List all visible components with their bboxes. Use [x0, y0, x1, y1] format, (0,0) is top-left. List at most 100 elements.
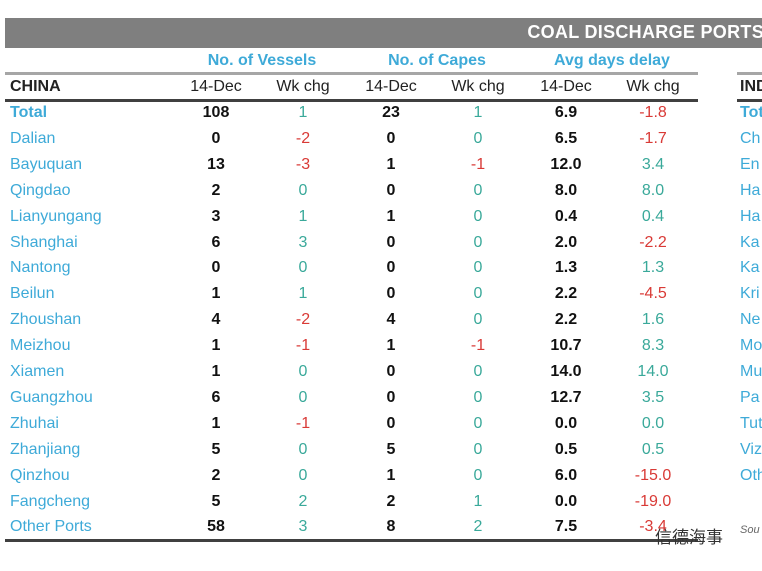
cell: 1 — [211, 414, 221, 432]
row-label: En — [740, 155, 760, 173]
row-label: Kri — [740, 285, 760, 303]
cell: 8.0 — [554, 181, 578, 199]
cell: 0.0 — [554, 414, 578, 432]
column-header: 14-Dec — [365, 78, 417, 95]
cell: -1 — [295, 414, 311, 432]
cell: 1 — [386, 466, 396, 484]
rule — [5, 99, 698, 102]
column-header: Wk chg — [276, 78, 330, 95]
rule — [737, 99, 762, 102]
cell: 14.0 — [637, 363, 669, 380]
row-label: Ha — [740, 181, 761, 199]
cell: 0 — [473, 466, 483, 484]
cell: 0 — [473, 440, 483, 458]
cell: 7.5 — [554, 518, 578, 536]
title-bar — [5, 18, 762, 48]
cell: 1 — [473, 104, 483, 121]
row-label: Total — [10, 104, 48, 121]
cell: 0.4 — [641, 207, 665, 225]
cell: 58 — [207, 518, 225, 536]
cell: 108 — [202, 104, 230, 121]
row-label: Fangcheng — [10, 492, 91, 510]
cell: 0 — [473, 388, 483, 406]
cell: 0.0 — [554, 492, 578, 510]
cell: -2.2 — [639, 233, 667, 251]
cell: 3 — [298, 233, 308, 251]
cell: 1 — [473, 492, 483, 510]
cell: 8.3 — [641, 337, 665, 355]
row-label: Dalian — [10, 129, 56, 147]
cell: 0 — [386, 363, 396, 380]
region-header: INDI — [740, 78, 762, 95]
cell: 1 — [211, 363, 221, 380]
row-label: Other Ports — [10, 518, 92, 536]
cell: 0 — [211, 129, 221, 147]
rule — [737, 72, 762, 75]
cell: 5 — [386, 440, 396, 458]
cell: -1 — [295, 337, 311, 355]
row-label: Beilun — [10, 285, 55, 303]
cell: 0 — [386, 181, 396, 199]
row-label: Mo — [740, 337, 762, 355]
cell: 0.5 — [554, 440, 578, 458]
cell: 3 — [298, 518, 308, 536]
cell: -3 — [295, 155, 311, 173]
row-label: Qingdao — [10, 181, 71, 199]
row-label: Pa — [740, 388, 760, 406]
cell: 1 — [211, 337, 221, 355]
cell: 0 — [473, 233, 483, 251]
cell: 0 — [473, 259, 483, 277]
row-label: Zhanjiang — [10, 440, 81, 458]
cell: 4 — [211, 311, 221, 329]
row-label: Xiamen — [10, 363, 65, 380]
cell: 0 — [386, 414, 396, 432]
cell: 6.0 — [554, 466, 578, 484]
cell: 1 — [298, 285, 308, 303]
row-label: Tot — [740, 104, 762, 121]
cell: 2.2 — [554, 285, 578, 303]
cell: 4 — [386, 311, 396, 329]
cell: 1.3 — [641, 259, 665, 277]
cell: 2 — [211, 466, 221, 484]
cell: 0 — [473, 311, 483, 329]
cell: 2 — [473, 518, 483, 536]
cell: 0 — [298, 440, 308, 458]
row-label: Nantong — [10, 259, 71, 277]
cell: 0 — [298, 363, 308, 380]
cell: 1 — [386, 337, 396, 355]
cell: 0 — [298, 181, 308, 199]
cell: 5 — [211, 440, 221, 458]
cell: 3.5 — [641, 388, 665, 406]
row-label: Guangzhou — [10, 388, 93, 406]
group-header: No. of Vessels — [207, 52, 317, 69]
cell: -1.8 — [639, 104, 667, 121]
cell: 1.3 — [554, 259, 578, 277]
region-header: CHINA — [10, 78, 61, 95]
cell: 12.0 — [550, 155, 582, 173]
cell: 0 — [386, 388, 396, 406]
cell: -19.0 — [634, 492, 672, 510]
row-label: Mu — [740, 363, 762, 380]
column-header: Wk chg — [451, 78, 505, 95]
cell: 1 — [298, 207, 308, 225]
cell: 0.4 — [554, 207, 578, 225]
cell: 3.4 — [641, 155, 665, 173]
row-label: Ka — [740, 259, 760, 277]
cell: 13 — [207, 155, 225, 173]
row-label: Zhoushan — [10, 311, 82, 329]
row-label: Zhuhai — [10, 414, 59, 432]
cell: 6.5 — [554, 129, 578, 147]
cell: 2 — [298, 492, 308, 510]
row-label: Tut — [740, 414, 762, 432]
title: COAL DISCHARGE PORTS — [527, 22, 762, 42]
cell: 23 — [382, 104, 400, 121]
cell: 0 — [298, 259, 308, 277]
row-label: Shanghai — [10, 233, 78, 251]
cell: -3.4 — [639, 518, 667, 536]
row-label: Oth — [740, 466, 762, 484]
column-header: 14-Dec — [190, 78, 242, 95]
cell: 0 — [473, 129, 483, 147]
cell: 0 — [386, 285, 396, 303]
cell: -1.7 — [639, 129, 667, 147]
